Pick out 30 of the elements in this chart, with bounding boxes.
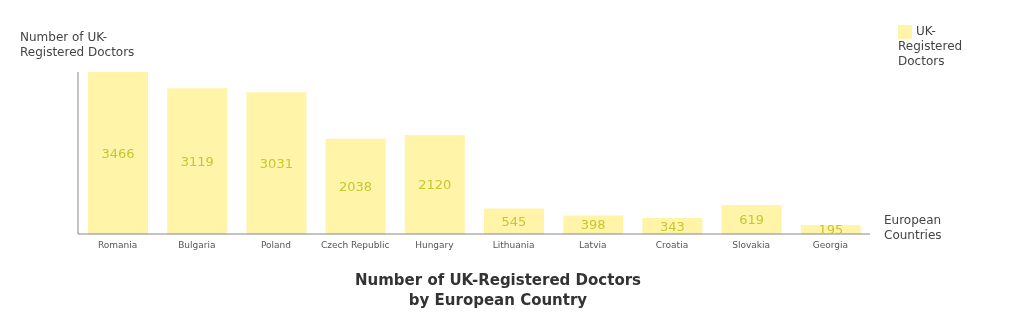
x-tick-label: Poland xyxy=(260,240,292,251)
x-tick-label: Lithuania xyxy=(492,240,535,251)
x-tick-label: Romania xyxy=(97,240,138,251)
bar xyxy=(167,88,228,234)
bar xyxy=(404,134,465,234)
x-tick-label: Czech Republic xyxy=(320,240,390,251)
x-tick-label: Bulgaria xyxy=(178,240,216,251)
data-label: 343 xyxy=(659,218,685,234)
x-axis-title: European Countries xyxy=(884,213,943,243)
bar xyxy=(721,205,782,234)
legend-label: UK-Registered Doctors xyxy=(898,24,963,68)
bar xyxy=(88,72,148,234)
bar xyxy=(325,138,386,234)
data-label: 3031 xyxy=(259,155,293,171)
data-label: 2120 xyxy=(418,177,452,193)
y-axis-title: Number of UK-Registered Doctors xyxy=(20,30,136,60)
x-tick-label: Georgia xyxy=(812,240,849,251)
data-label: 398 xyxy=(580,217,606,233)
x-tick-label: Croatia xyxy=(655,240,689,251)
bar xyxy=(246,92,307,234)
x-tick-label: Hungary xyxy=(415,240,455,251)
data-label: 2038 xyxy=(339,178,373,194)
data-label: 3466 xyxy=(101,145,135,161)
x-tick-label: Latvia xyxy=(579,240,607,251)
x-tick-label: Slovakia xyxy=(732,240,771,251)
data-label: 3119 xyxy=(180,153,214,169)
data-label: 619 xyxy=(739,212,765,228)
data-label: 195 xyxy=(818,222,844,238)
text: Number of UK-Registered Doctors by European Country xyxy=(354,270,642,310)
data-label: 545 xyxy=(501,213,527,229)
